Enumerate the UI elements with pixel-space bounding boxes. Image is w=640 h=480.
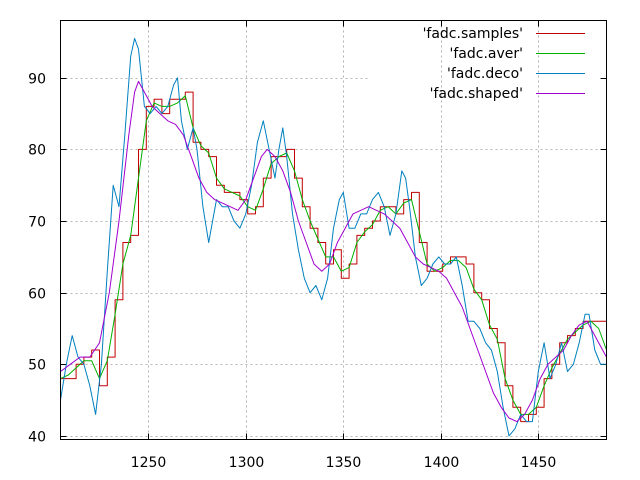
axis-ticks: 1250 1300 1350 1400 1450 40 50 60 70 80 90 [28, 20, 607, 471]
legend-label: 'fadc.samples' [423, 26, 523, 42]
y-tick-label: 50 [28, 358, 46, 374]
series-line [60, 37, 607, 437]
y-tick-label: 90 [28, 72, 46, 88]
x-tick-label: 1350 [326, 455, 362, 471]
y-tick-label: 70 [28, 215, 46, 231]
y-tick-label: 80 [28, 143, 46, 159]
legend-label: 'fadc.deco' [447, 66, 523, 82]
legend: 'fadc.samples' 'fadc.aver' 'fadc.deco' 'fad… [423, 26, 585, 102]
grid-lines [60, 20, 607, 440]
x-tick-label: 1250 [131, 455, 167, 471]
series-line [60, 91, 607, 423]
plot-frame [60, 20, 607, 440]
series-layer [60, 37, 607, 437]
legend-label: 'fadc.shaped' [430, 86, 523, 102]
legend-label: 'fadc.aver' [450, 46, 523, 62]
y-tick-label: 60 [28, 287, 46, 303]
x-tick-label: 1300 [229, 455, 265, 471]
y-tick-label: 40 [28, 430, 46, 446]
x-tick-label: 1450 [521, 455, 557, 471]
x-tick-label: 1400 [424, 455, 460, 471]
